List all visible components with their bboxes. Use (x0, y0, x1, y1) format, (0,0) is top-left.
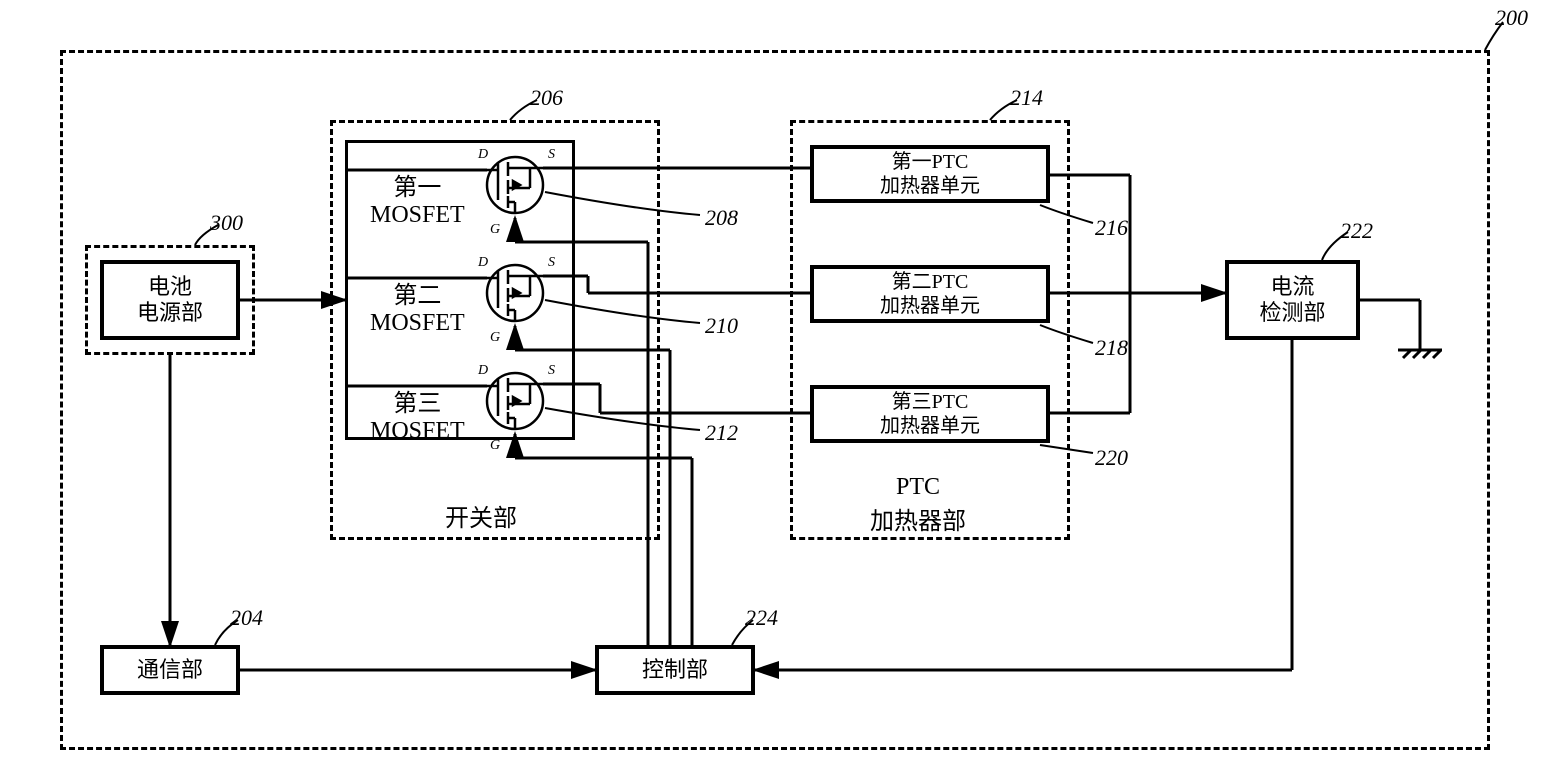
ptc-section-label: 214 (1010, 85, 1043, 111)
m2-s: S (548, 255, 555, 271)
battery-dash (85, 245, 255, 355)
ptc-unit2-box: 第二PTC 加热器单元 (810, 265, 1050, 323)
mosfet3-label: 212 (705, 420, 738, 446)
ptc-unit1-label: 216 (1095, 215, 1128, 241)
current-detect-box: 电流 检测部 (1225, 260, 1360, 340)
m3-s: S (548, 363, 555, 379)
block-diagram: 200 电池 电源部 300 206 开关部 第一 MOSFET 208 第二 … (0, 0, 1556, 779)
mosfet3-text: 第三 MOSFET (370, 383, 465, 445)
m1-d: D (478, 147, 488, 163)
system-box (60, 50, 1490, 750)
m1-g: G (490, 222, 500, 238)
control-box: 控制部 (595, 645, 755, 695)
battery-label: 300 (210, 210, 243, 236)
current-line2: 检测部 (1259, 300, 1325, 326)
comm-label: 204 (230, 605, 263, 631)
mosfet2-label: 210 (705, 313, 738, 339)
comm-box: 通信部 (100, 645, 240, 695)
ptc-unit3-label: 220 (1095, 445, 1128, 471)
ptc-unit3-box: 第三PTC 加热器单元 (810, 385, 1050, 443)
mosfet1-label: 208 (705, 205, 738, 231)
ptc-unit2-label: 218 (1095, 335, 1128, 361)
control-label: 224 (745, 605, 778, 631)
switch-section-label: 206 (530, 85, 563, 111)
switch-section-title: 开关部 (445, 498, 517, 533)
mosfet2-text: 第二 MOSFET (370, 275, 465, 337)
system-label: 200 (1495, 5, 1528, 31)
current-label: 222 (1340, 218, 1373, 244)
m3-g: G (490, 438, 500, 454)
m2-g: G (490, 330, 500, 346)
current-line1: 电流 (1270, 274, 1314, 300)
ptc-unit1-box: 第一PTC 加热器单元 (810, 145, 1050, 203)
m3-d: D (478, 363, 488, 379)
m2-d: D (478, 255, 488, 271)
ptc-section-title: PTC 加热器部 (870, 474, 966, 536)
mosfet1-text: 第一 MOSFET (370, 167, 465, 229)
m1-s: S (548, 147, 555, 163)
